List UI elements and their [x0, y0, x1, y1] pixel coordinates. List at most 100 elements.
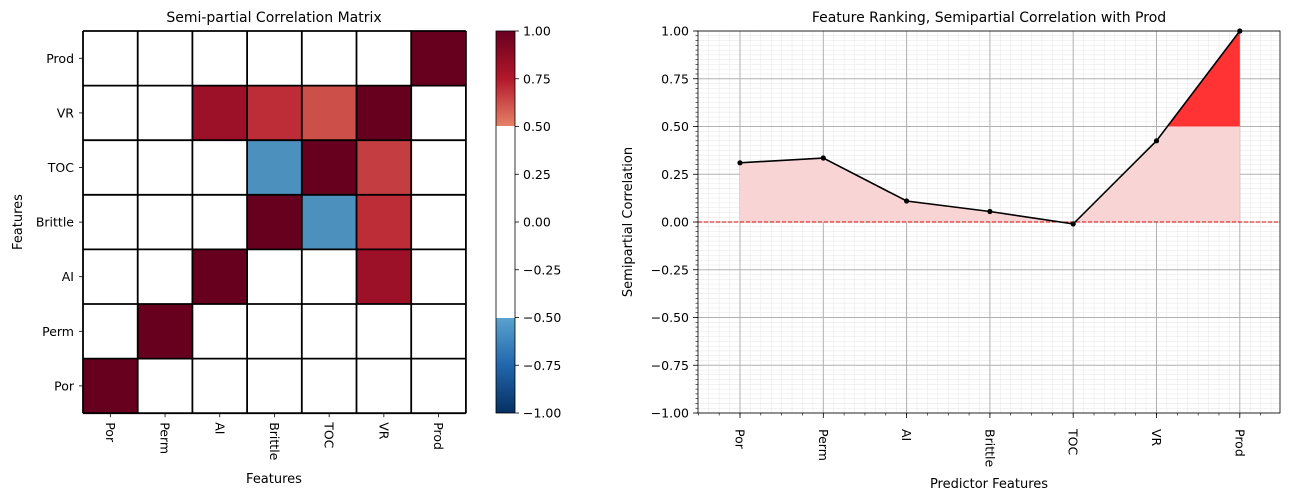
heatmap-chart: Semi-partial Correlation Matrix Prod VR TO… — [11, 10, 467, 487]
line-chart-y-ticks: 1.00 0.75 0.50 0.25 0.00 −0.25 −0.50 −0.75 −1.00 — [651, 24, 698, 421]
colorbar-tick-label: 0.25 — [523, 167, 551, 182]
heatmap-x-tick-label: Perm — [158, 422, 173, 454]
line-chart-y-tick-label: −0.50 — [651, 310, 689, 325]
heatmap-title: Semi-partial Correlation Matrix — [166, 10, 381, 26]
line-chart-x-ticks: Por Perm AI Brittle TOC VR Prod — [698, 413, 1261, 467]
heatmap-cell-VR-VR — [356, 85, 412, 141]
line-chart-x-tick-label: AI — [899, 429, 914, 441]
colorbar-low-band — [496, 318, 515, 413]
series-point — [820, 155, 826, 161]
heatmap-cell-TOC-TOC — [301, 140, 357, 195]
colorbar: 1.00 0.75 0.50 0.25 0.00 −0.25 −0.50 −0.75 −1.00 — [495, 24, 561, 421]
heatmap-cell-Perm-Brittle — [247, 304, 302, 359]
colorbar-tick-label: 0.50 — [523, 119, 551, 134]
heatmap-cell-Brittle-Por — [83, 194, 138, 250]
line-chart-y-tick-label: 0.50 — [661, 119, 689, 134]
heatmap-cell-AI-Prod — [411, 249, 466, 304]
heatmap-cell-TOC-Perm — [137, 140, 193, 195]
heatmap-y-tick-label: Brittle — [36, 215, 74, 230]
heatmap-cell-Perm-TOC — [301, 304, 357, 359]
line-chart-x-tick-label: Por — [733, 429, 748, 450]
heatmap-cell-VR-TOC — [301, 85, 357, 141]
heatmap-cell-Brittle-Prod — [411, 194, 466, 250]
series-point — [904, 198, 910, 204]
heatmap-cell-Por-Por — [83, 358, 138, 414]
line-chart-x-tick-label: Perm — [816, 429, 831, 461]
heatmap-y-tick-label: TOC — [47, 160, 74, 175]
heatmap-cell-TOC-Por — [83, 140, 138, 195]
heatmap-cell-Perm-Perm — [137, 304, 193, 359]
heatmap-cell-AI-Perm — [137, 249, 193, 304]
heatmap-y-axis-label: Features — [11, 194, 26, 250]
heatmap-cell-Perm-AI — [192, 304, 248, 359]
heatmap-cell-Por-AI — [192, 358, 248, 414]
heatmap-x-ticks: Por Perm AI Brittle TOC VR Prod — [103, 413, 446, 461]
colorbar-tick-label: −0.50 — [523, 310, 561, 325]
colorbar-tick-label: 1.00 — [523, 24, 551, 39]
heatmap-cell-Por-Prod — [411, 358, 466, 414]
colorbar-tick-label: −0.75 — [523, 358, 561, 373]
colorbar-tick-label: −1.00 — [523, 406, 561, 421]
heatmap-cell-Perm-Prod — [411, 304, 466, 359]
line-chart-y-axis-label: Semipartial Correlation — [621, 147, 636, 297]
heatmap-cell-VR-Brittle — [247, 85, 302, 141]
series-point — [737, 160, 743, 166]
heatmap-cell-TOC-VR — [356, 140, 412, 195]
heatmap-cells — [83, 31, 466, 414]
line-chart-x-tick-label: Brittle — [982, 429, 997, 467]
colorbar-tick-label: 0.00 — [523, 215, 551, 230]
heatmap-cell-VR-AI — [192, 85, 248, 141]
line-series — [737, 28, 1243, 227]
heatmap-cell-Brittle-TOC — [301, 194, 357, 250]
colorbar-tick-label: 0.75 — [523, 71, 551, 86]
heatmap-y-tick-label: Perm — [42, 324, 74, 339]
line-chart-y-tick-label: 0.00 — [661, 215, 689, 230]
heatmap-x-tick-label: Brittle — [267, 422, 282, 460]
heatmap-cell-Prod-Prod — [411, 31, 466, 86]
area-under-curve — [740, 31, 1240, 224]
heatmap-grid — [82, 30, 467, 415]
heatmap-x-tick-label: Prod — [431, 422, 446, 450]
colorbar-masked-band — [496, 126, 515, 318]
line-chart-y-tick-label: 0.25 — [661, 167, 689, 182]
heatmap-cell-TOC-Brittle — [247, 140, 302, 195]
heatmap-y-tick-label: Por — [54, 378, 75, 393]
heatmap-cell-Brittle-VR — [356, 194, 412, 250]
series-point — [1153, 138, 1160, 144]
heatmap-y-ticks: Prod VR TOC Brittle AI Perm Por — [36, 51, 83, 393]
colorbar-ticks: 1.00 0.75 0.50 0.25 0.00 −0.25 −0.50 −0.75 −1.00 — [515, 24, 561, 421]
line-chart-y-tick-label: −0.25 — [651, 262, 689, 277]
heatmap-cell-TOC-Prod — [411, 140, 466, 195]
heatmap-x-tick-label: VR — [376, 422, 391, 440]
heatmap-cell-AI-VR — [356, 249, 412, 304]
heatmap-cell-Prod-VR — [356, 31, 412, 86]
heatmap-cell-Por-VR — [356, 358, 412, 414]
heatmap-cell-VR-Por — [83, 85, 138, 141]
heatmap-cell-Por-Brittle — [247, 358, 302, 414]
heatmap-cell-Prod-Por — [83, 31, 138, 86]
line-chart-x-axis-label: Predictor Features — [930, 477, 1048, 492]
heatmap-cell-VR-Prod — [411, 85, 466, 141]
heatmap-cell-Perm-VR — [356, 304, 412, 359]
line-chart-y-tick-label: −1.00 — [651, 406, 689, 421]
heatmap-y-tick-label: Prod — [46, 51, 74, 66]
heatmap-y-tick-label: VR — [57, 105, 75, 120]
line-chart: Feature Ranking, Semipartial Correlation… — [621, 10, 1281, 492]
heatmap-cell-TOC-AI — [192, 140, 248, 195]
heatmap-cell-Brittle-Brittle — [247, 194, 302, 250]
line-chart-y-tick-label: −0.75 — [651, 358, 689, 373]
heatmap-cell-AI-AI — [192, 249, 248, 304]
heatmap-cell-Por-TOC — [301, 358, 357, 414]
heatmap-cell-AI-Por — [83, 249, 138, 304]
heatmap-cell-VR-Perm — [137, 85, 193, 141]
line-chart-x-tick-label: Prod — [1232, 429, 1247, 457]
heatmap-x-tick-label: Por — [103, 422, 118, 443]
heatmap-cell-Por-Perm — [137, 358, 193, 414]
line-chart-y-tick-label: 0.75 — [661, 71, 689, 86]
colorbar-tick-label: −0.25 — [523, 262, 561, 277]
heatmap-cell-Perm-Por — [83, 304, 138, 359]
heatmap-cell-Brittle-Perm — [137, 194, 193, 250]
heatmap-x-tick-label: TOC — [322, 421, 337, 448]
heatmap-cell-AI-Brittle — [247, 249, 302, 304]
